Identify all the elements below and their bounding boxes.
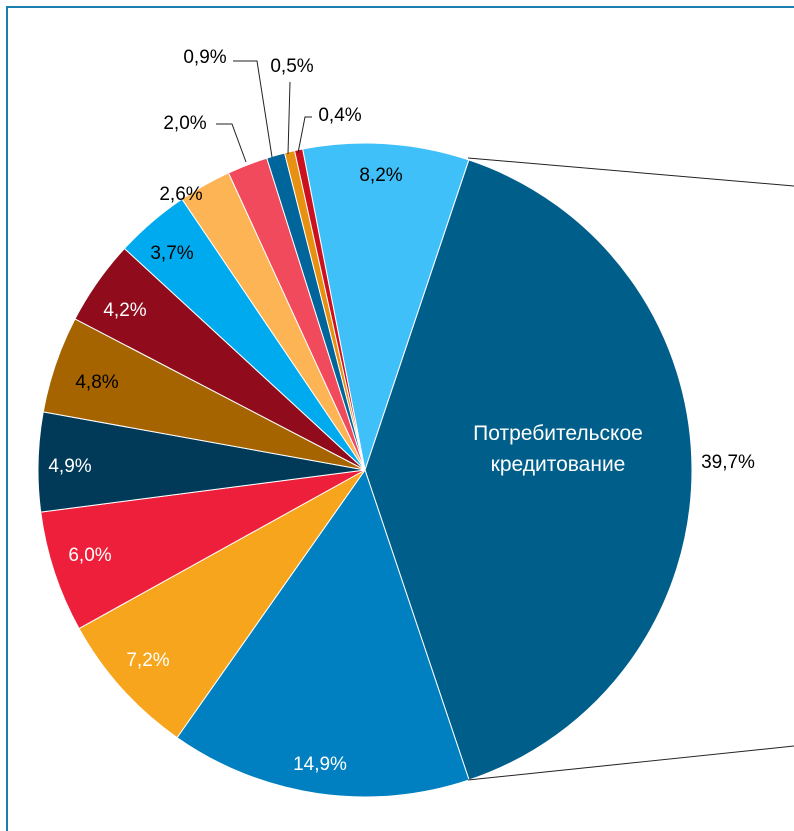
leader-line xyxy=(287,81,291,155)
data-label: 0,9% xyxy=(183,47,226,68)
data-label: 2,0% xyxy=(163,113,206,134)
data-label: 0,5% xyxy=(270,56,313,77)
pie-slice xyxy=(302,142,470,472)
data-label: 4,8% xyxy=(75,372,118,393)
data-label: 39,7% xyxy=(701,452,755,473)
leader-line xyxy=(297,116,312,154)
data-label: 0,4% xyxy=(318,105,361,126)
data-label: 7,2% xyxy=(126,650,169,671)
pie-slice xyxy=(364,159,693,781)
pie-slice xyxy=(40,469,366,630)
frame xyxy=(6,6,794,831)
pie-slice xyxy=(176,468,470,798)
data-label: 2,6% xyxy=(159,184,202,205)
category-label: Потребительское кредитование xyxy=(473,422,643,476)
data-label: 6,0% xyxy=(68,545,111,566)
leader-line xyxy=(233,60,273,158)
leader-line xyxy=(216,123,247,163)
data-label: 14,9% xyxy=(293,754,347,775)
connector xyxy=(467,157,794,187)
slices xyxy=(37,142,693,798)
pie-slice xyxy=(78,469,366,739)
data-label: 4,2% xyxy=(103,300,146,321)
data-label: 4,9% xyxy=(48,456,91,477)
data-label: 8,2% xyxy=(359,165,402,186)
connector xyxy=(467,745,794,781)
data-label: 3,7% xyxy=(150,243,193,264)
